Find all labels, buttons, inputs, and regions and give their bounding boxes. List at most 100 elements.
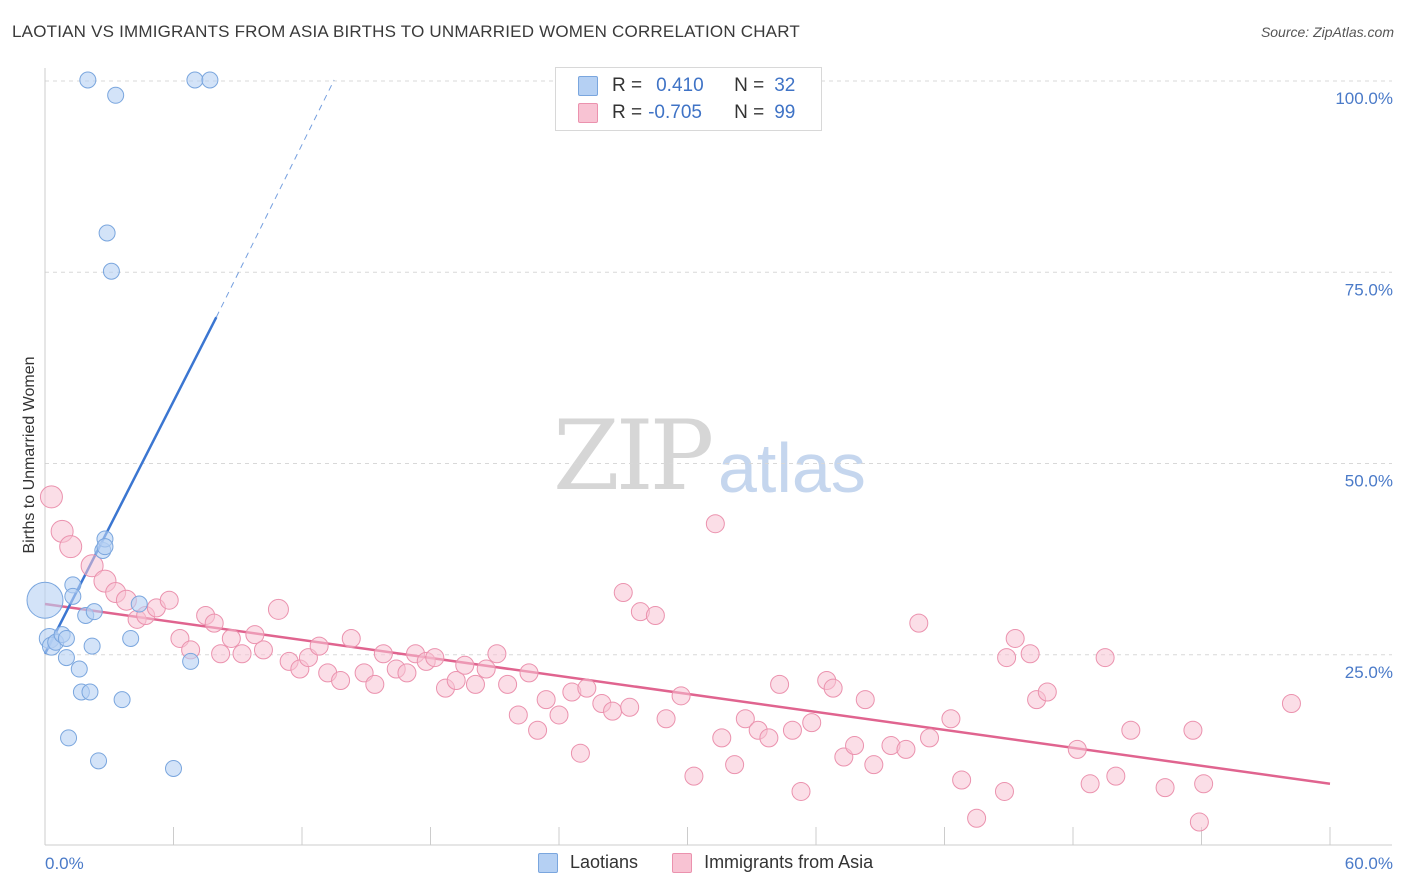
n-value: 32 — [774, 75, 796, 96]
y-axis-title: Births to Unmarried Women — [21, 356, 38, 553]
laotian-point — [83, 637, 101, 655]
asia-point — [920, 728, 940, 748]
asia-point — [735, 709, 755, 729]
asia-point — [712, 728, 732, 748]
laotian-point — [107, 86, 125, 104]
asia-point — [1095, 648, 1115, 668]
r-value: 0.410 — [656, 75, 704, 96]
asia-point — [159, 590, 179, 610]
asia-point — [476, 659, 496, 679]
asia-point — [487, 644, 507, 664]
laotian-point — [201, 71, 219, 89]
asia-point — [232, 644, 252, 664]
laotian-point — [26, 581, 64, 619]
laotian-point — [130, 595, 148, 613]
asia-point — [39, 485, 63, 509]
asia-point — [802, 713, 822, 733]
laotian-point — [57, 629, 75, 647]
asia-point — [1121, 720, 1141, 740]
axis-labels: 25.0% 50.0% 75.0% 100.0% 0.0% 60.0% Births to … — [21, 89, 1393, 873]
asia-point — [455, 655, 475, 675]
asia-point — [620, 697, 640, 717]
asia-point — [952, 770, 972, 790]
asia-point — [909, 613, 929, 633]
asia-point — [577, 678, 597, 698]
asia-point — [725, 755, 745, 775]
asia-point — [791, 781, 811, 801]
asia-swatch — [672, 852, 693, 873]
y-tick-label: 50.0% — [1345, 472, 1393, 491]
laotian-point — [122, 629, 140, 647]
asia-point — [570, 743, 590, 763]
legend-item-asia[interactable]: Immigrants from Asia — [672, 852, 873, 873]
asia-point — [519, 663, 539, 683]
laotian-point — [165, 760, 182, 777]
laotian-point — [81, 683, 99, 701]
asia-point — [864, 755, 884, 775]
laotian-trend-extension — [215, 79, 335, 318]
asia-point — [80, 554, 104, 578]
asia-point — [603, 701, 623, 721]
n-label: N = — [734, 102, 765, 123]
correlation-legend: R = 0.410 N = 32 R = -0.705 N = 99 — [555, 67, 822, 131]
asia-point — [365, 674, 385, 694]
asia-point — [770, 674, 790, 694]
asia-point — [508, 705, 528, 725]
laotian-point — [64, 587, 82, 605]
y-tick-label: 100.0% — [1335, 89, 1393, 108]
asia-point — [684, 766, 704, 786]
laotian-point — [98, 224, 116, 242]
legend-item-laotians[interactable]: Laotians — [538, 852, 638, 873]
asia-point — [1155, 778, 1175, 798]
asia-point — [425, 648, 445, 668]
n-label: N = — [734, 75, 765, 96]
asia-point — [1067, 739, 1087, 759]
asia-point — [204, 613, 224, 633]
asia-point — [341, 628, 361, 648]
asia-point — [1037, 682, 1057, 702]
laotian-point — [113, 691, 131, 709]
asia-point — [941, 709, 961, 729]
laotian-point — [90, 752, 108, 770]
asia-swatch — [578, 103, 598, 123]
chart-title: LAOTIAN VS IMMIGRANTS FROM ASIA BIRTHS T… — [12, 22, 800, 41]
asia-point — [845, 736, 865, 756]
asia-point — [896, 739, 916, 759]
laotian-point — [57, 649, 75, 667]
asia-point — [465, 674, 485, 694]
legend-row-laotians: R = 0.410 N = 32 — [578, 73, 795, 99]
asia-point — [397, 663, 417, 683]
laotian-points — [26, 71, 219, 777]
y-tick-label: 25.0% — [1345, 663, 1393, 682]
laotian-point — [85, 603, 103, 621]
asia-point — [656, 709, 676, 729]
x-tick-label-max: 60.0% — [1345, 854, 1393, 873]
asia-point — [1189, 812, 1209, 832]
asia-point — [446, 671, 466, 691]
asia-point — [705, 514, 725, 534]
legend-row-asia: R = -0.705 N = 99 — [578, 100, 795, 126]
asia-point — [221, 628, 241, 648]
trend-lines — [43, 79, 1331, 786]
asia-point — [1183, 720, 1203, 740]
asia-point — [997, 648, 1017, 668]
asia-point — [331, 671, 351, 691]
asia-point — [528, 720, 548, 740]
n-value: 99 — [774, 102, 796, 123]
laotian-point — [186, 71, 204, 89]
asia-point — [373, 644, 393, 664]
asia-point — [549, 705, 569, 725]
r-label: R = — [612, 102, 643, 123]
y-tick-label: 75.0% — [1345, 280, 1393, 299]
x-tick-label-min: 0.0% — [45, 854, 84, 873]
asia-point — [823, 678, 843, 698]
asia-point — [536, 690, 556, 710]
asia-point — [782, 720, 802, 740]
asia-points — [39, 485, 1301, 832]
asia-point — [1281, 693, 1301, 713]
laotians-swatch — [538, 852, 558, 873]
laotian-point — [70, 660, 88, 678]
laotian-point — [60, 729, 78, 747]
asia-label: Immigrants from Asia — [704, 852, 874, 872]
